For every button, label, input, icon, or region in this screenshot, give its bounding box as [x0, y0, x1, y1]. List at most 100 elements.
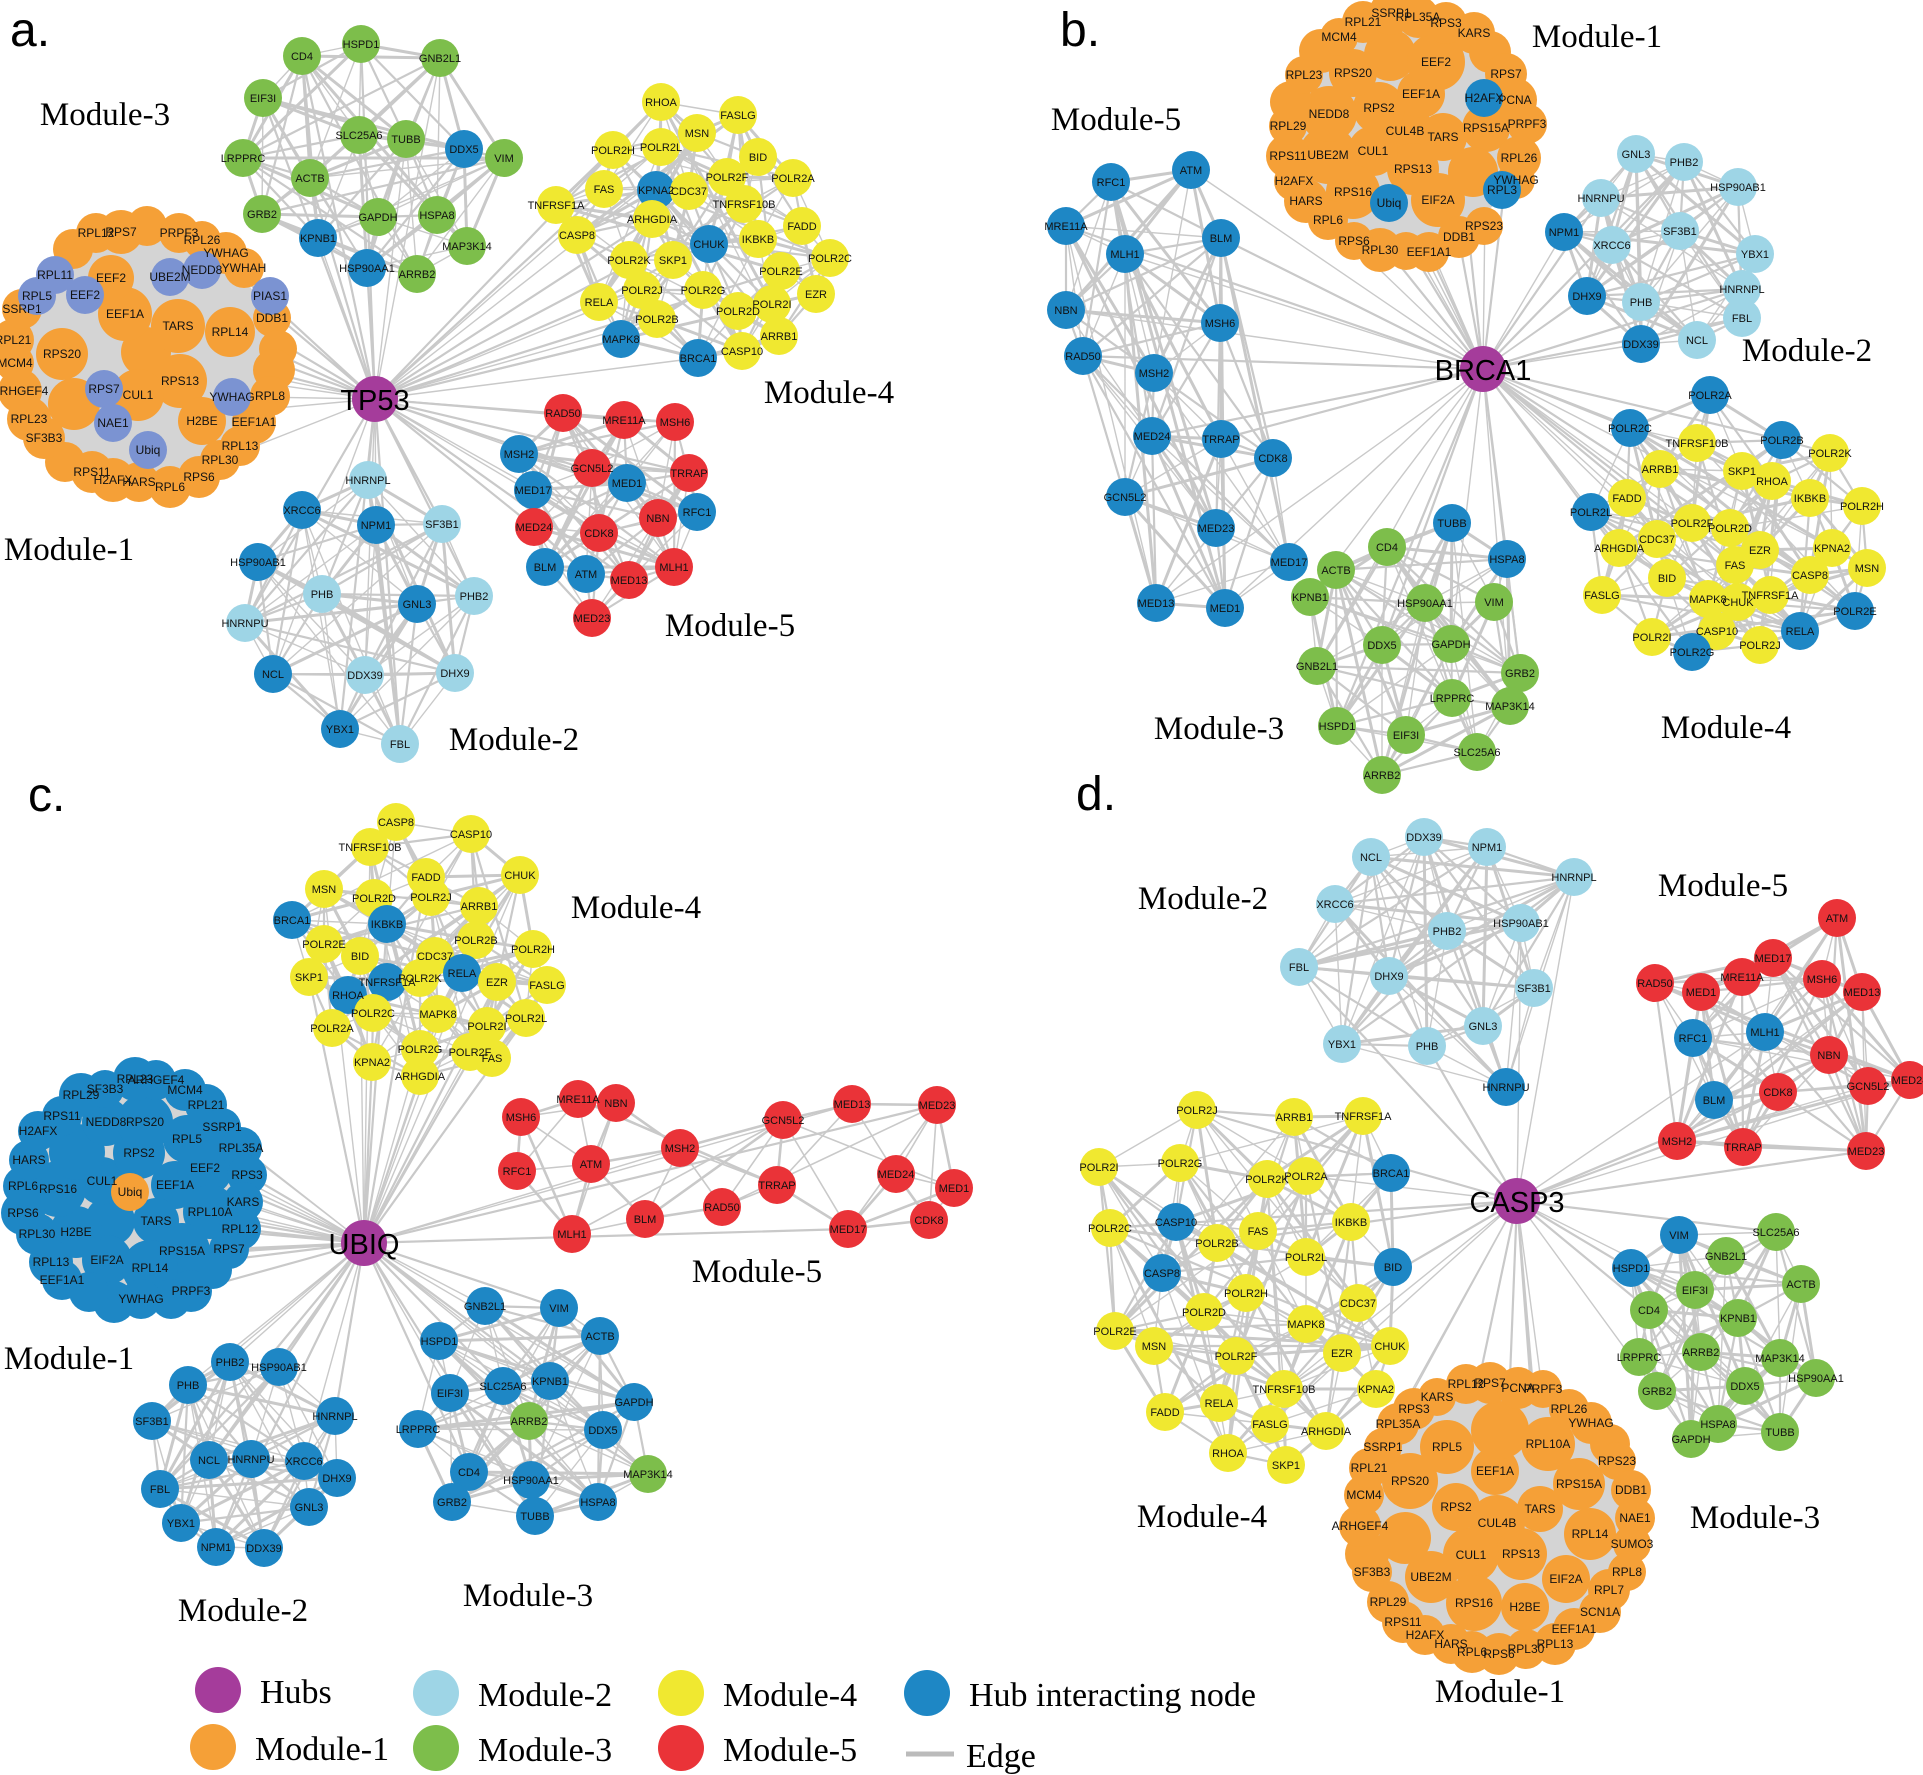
svg-text:CDK8: CDK8 [1763, 1087, 1792, 1099]
svg-text:EEF1A: EEF1A [106, 307, 144, 321]
svg-text:POLR2E: POLR2E [1093, 1326, 1136, 1338]
svg-text:DDB1: DDB1 [1443, 230, 1475, 244]
svg-text:POLR2L: POLR2L [1285, 1252, 1327, 1264]
svg-text:TNFRSF10B: TNFRSF10B [339, 842, 402, 854]
svg-text:GAPDH: GAPDH [1431, 639, 1470, 651]
svg-text:KPNA2: KPNA2 [354, 1057, 390, 1069]
svg-text:RPS16: RPS16 [1455, 1596, 1493, 1610]
svg-text:RAD50: RAD50 [1065, 351, 1100, 363]
svg-text:TRRAP: TRRAP [758, 1180, 795, 1192]
svg-text:EEF2: EEF2 [70, 288, 100, 302]
svg-text:RPL23: RPL23 [1286, 68, 1323, 82]
svg-text:Module-4: Module-4 [764, 375, 894, 411]
svg-text:HNRNPL: HNRNPL [1719, 284, 1764, 296]
svg-text:SF3B3: SF3B3 [26, 431, 63, 445]
svg-text:MED17: MED17 [515, 485, 552, 497]
svg-text:MAPK8: MAPK8 [1689, 594, 1726, 606]
svg-text:Module-4: Module-4 [571, 890, 701, 926]
svg-text:BRCA1: BRCA1 [680, 353, 717, 365]
svg-text:YBX1: YBX1 [167, 1518, 195, 1530]
svg-text:MED13: MED13 [1138, 598, 1175, 610]
svg-text:HSPD1: HSPD1 [1613, 1263, 1650, 1275]
svg-text:YBX1: YBX1 [1328, 1039, 1356, 1051]
svg-text:DDX5: DDX5 [588, 1425, 617, 1437]
svg-text:RHOA: RHOA [645, 97, 677, 109]
svg-text:ARHGEF4: ARHGEF4 [0, 384, 49, 398]
svg-text:POLR2A: POLR2A [310, 1023, 354, 1035]
svg-text:ATM: ATM [1826, 913, 1848, 925]
svg-text:MRE11A: MRE11A [1044, 221, 1088, 233]
svg-text:TUBB: TUBB [520, 1511, 549, 1523]
svg-text:MLH1: MLH1 [1750, 1027, 1779, 1039]
svg-text:RPL12: RPL12 [222, 1222, 259, 1236]
svg-text:BRCA1: BRCA1 [1435, 355, 1532, 387]
svg-text:HSP90AB1: HSP90AB1 [251, 1362, 307, 1374]
svg-text:Hub interacting node: Hub interacting node [969, 1677, 1256, 1714]
svg-text:POLR2J: POLR2J [1176, 1105, 1218, 1117]
svg-text:POLR2D: POLR2D [1182, 1307, 1226, 1319]
svg-text:SSRP1: SSRP1 [2, 302, 42, 316]
svg-text:HSPD1: HSPD1 [1319, 721, 1356, 733]
svg-text:Module-1: Module-1 [255, 1731, 389, 1768]
svg-text:RPL21: RPL21 [1345, 15, 1382, 29]
svg-text:POLR2H: POLR2H [591, 145, 635, 157]
svg-text:Module-5: Module-5 [665, 608, 795, 644]
svg-text:MAP3K14: MAP3K14 [1755, 1353, 1805, 1365]
svg-text:SKP1: SKP1 [1272, 1460, 1300, 1472]
svg-text:HSP90AA1: HSP90AA1 [1397, 598, 1453, 610]
svg-text:DHX9: DHX9 [1374, 971, 1403, 983]
svg-text:RPS6: RPS6 [7, 1206, 39, 1220]
svg-text:ACTB: ACTB [1321, 565, 1350, 577]
svg-text:XRCC6: XRCC6 [283, 505, 320, 517]
svg-text:KARS: KARS [1458, 26, 1491, 40]
svg-text:BID: BID [1658, 573, 1676, 585]
svg-text:PHB: PHB [311, 589, 334, 601]
svg-text:Module-2: Module-2 [178, 1593, 308, 1629]
svg-text:MED17: MED17 [830, 1224, 867, 1236]
svg-text:Edge: Edge [966, 1738, 1036, 1775]
svg-text:NEDD8: NEDD8 [1309, 107, 1350, 121]
svg-text:RHOA: RHOA [1756, 476, 1788, 488]
svg-text:HNRNPL: HNRNPL [345, 475, 390, 487]
svg-text:POLR2H: POLR2H [1224, 1288, 1268, 1300]
svg-text:DDX5: DDX5 [1730, 1381, 1759, 1393]
svg-text:ACTB: ACTB [1786, 1279, 1815, 1291]
svg-text:GNL3: GNL3 [1469, 1021, 1498, 1033]
svg-text:ARHGEF4: ARHGEF4 [1332, 1519, 1389, 1533]
svg-text:FADD: FADD [1612, 493, 1641, 505]
svg-text:RPL29: RPL29 [63, 1088, 100, 1102]
svg-text:RPS11: RPS11 [1269, 149, 1306, 163]
svg-text:NCL: NCL [262, 669, 284, 681]
svg-text:SLC25A6: SLC25A6 [1752, 1227, 1799, 1239]
svg-text:HSP90AA1: HSP90AA1 [503, 1475, 559, 1487]
svg-text:POLR2F: POLR2F [706, 172, 749, 184]
svg-text:RELA: RELA [448, 968, 477, 980]
svg-text:DDX5: DDX5 [1367, 640, 1396, 652]
svg-text:ARHGDIA: ARHGDIA [1301, 1426, 1352, 1438]
svg-text:Module-2: Module-2 [1742, 333, 1872, 369]
svg-text:GCN5L2: GCN5L2 [762, 1115, 805, 1127]
svg-text:PRPF3: PRPF3 [1524, 1382, 1563, 1396]
svg-text:FBL: FBL [150, 1484, 170, 1496]
svg-text:GCN5L2: GCN5L2 [571, 463, 614, 475]
svg-text:MAP3K14: MAP3K14 [1485, 701, 1535, 713]
svg-text:ARRB2: ARRB2 [1683, 1347, 1720, 1359]
svg-text:RFC1: RFC1 [683, 507, 712, 519]
svg-text:PHB: PHB [177, 1380, 200, 1392]
svg-text:CHUK: CHUK [693, 239, 725, 251]
svg-text:RPS16: RPS16 [39, 1182, 77, 1196]
svg-text:EEF1A: EEF1A [1402, 87, 1440, 101]
svg-text:DDX39: DDX39 [1623, 339, 1658, 351]
svg-text:GRB2: GRB2 [1505, 668, 1535, 680]
svg-text:ARRB1: ARRB1 [1276, 1112, 1313, 1124]
svg-text:RPS15A: RPS15A [1556, 1477, 1602, 1491]
svg-text:NBN: NBN [1817, 1050, 1840, 1062]
svg-text:SSRP1: SSRP1 [202, 1120, 242, 1134]
svg-text:CDK8: CDK8 [584, 528, 613, 540]
svg-text:RPL5: RPL5 [172, 1132, 202, 1146]
svg-text:HNRNPL: HNRNPL [312, 1411, 357, 1423]
svg-text:Module-3: Module-3 [40, 97, 170, 133]
svg-text:EEF1A1: EEF1A1 [1407, 245, 1452, 259]
svg-text:GRB2: GRB2 [1642, 1386, 1672, 1398]
svg-text:RPS6: RPS6 [183, 470, 215, 484]
